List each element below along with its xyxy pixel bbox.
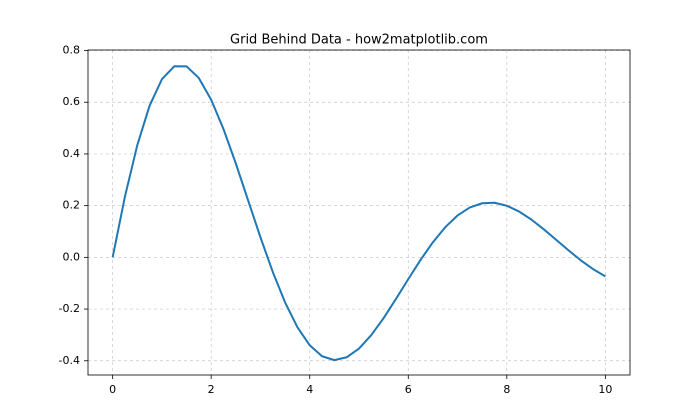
plot-layer [111, 65, 606, 362]
x-tick-label: 10 [598, 383, 612, 396]
x-tick-label: 2 [208, 383, 215, 396]
y-tick-label: -0.4 [59, 354, 80, 367]
y-tick-label: 0.6 [63, 95, 81, 108]
chart-title: Grid Behind Data - how2matplotlib.com [230, 33, 488, 48]
x-tick-label: 8 [503, 383, 510, 396]
grid-layer [88, 50, 630, 375]
line-series [111, 65, 606, 362]
x-tick-label: 4 [306, 383, 313, 396]
x-tick-label: 6 [405, 383, 412, 396]
y-tick-label: 0.4 [63, 147, 81, 160]
y-tick-label: 0.2 [63, 199, 81, 212]
y-tick-label: 0.8 [63, 44, 81, 57]
x-tick-label: 0 [109, 383, 116, 396]
y-tick-label: 0.0 [63, 250, 81, 263]
axes-frame [87, 49, 631, 376]
y-tick-label: -0.2 [59, 302, 80, 315]
